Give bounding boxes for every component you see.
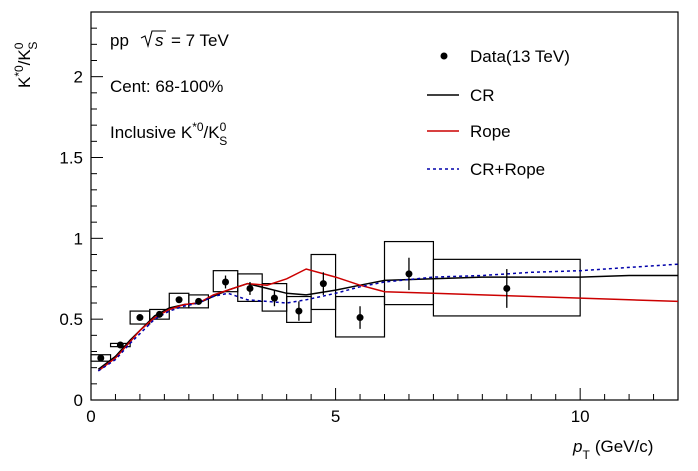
y-axis-title: K*0/K0S [12,42,40,88]
y-tick-label: 2 [74,68,83,87]
y-tick-label: 1 [74,229,83,248]
data-point [356,314,364,322]
systematic-box [334,295,386,338]
sqrt-radical [140,30,166,49]
systematic-box [310,253,337,311]
y-axis-title-sup2: 0 [12,42,26,49]
data-point [222,278,230,286]
x-tick-label: 5 [331,407,340,426]
tick-labels: 0 5 10 0 0.5 1 1.5 2 [59,68,589,426]
sqrt-s-symbol: s [140,30,166,50]
annotation-ratio-sup1: *0 [192,120,204,134]
data-point [503,284,511,292]
annotation-energy: pp [110,31,129,50]
y-tick-label: 0.5 [59,310,83,329]
y-tick-label: 0 [74,391,83,410]
y-axis-title-sup1: *0 [12,65,26,77]
annotation-energy-value: = 7 TeV [171,31,229,50]
annotation-ratio-mid: /K [204,123,221,142]
systematic-boxes [90,240,581,362]
plot-frame [90,11,679,401]
annotation-ratio-sub2: S [219,134,227,148]
sqrt-s-letter: s [155,31,164,50]
legend: Data(13 TeV) CR Rope CR+Rope [427,47,570,179]
annotation-ratio-sup2: 0 [220,120,227,134]
data-point [295,307,303,315]
x-tick-label: 0 [86,407,95,426]
y-axis-title-sub2: S [26,42,40,50]
systematic-box [188,294,209,309]
data-point [116,341,124,349]
y-tick-label: 1.5 [59,149,83,168]
legend-label-cr: CR [470,86,495,105]
x-axis-title-sub: T [582,448,590,462]
legend-label-data: Data(13 TeV) [470,47,570,66]
legend-label-cr-rope: CR+Rope [470,160,545,179]
systematic-box [149,308,170,320]
data-point [155,310,163,318]
y-axis-title-main: K [15,76,34,88]
data-point [319,280,327,288]
model-curves [97,263,679,372]
x-tick-label: 10 [571,407,590,426]
legend-marker-data [440,52,448,60]
systematic-box [432,258,581,317]
x-axis-title: pT (GeV/c) [572,437,653,462]
model-curve-cr [97,274,678,370]
data-point [136,314,144,322]
y-axis-title-slash: /K [15,49,34,66]
x-axis-title-units: (GeV/c) [595,437,654,456]
model-curve-rope [97,268,679,372]
data-point [97,354,105,362]
annotation-ratio-prefix: Inclusive K [110,123,193,142]
data-point [246,284,254,292]
annotation-system: pp [110,31,129,50]
legend-label-rope: Rope [470,122,511,141]
data-point [405,270,413,278]
x-axis-title-main: p [572,437,582,456]
annotation-centrality: Cent: 68-100% [110,77,223,96]
data-points [97,257,511,362]
axis-ticks [90,11,679,401]
annotation-ratio: Inclusive K*0/K0 S [110,120,227,148]
data-point [195,297,203,305]
data-point [175,296,183,304]
data-point [270,294,278,302]
